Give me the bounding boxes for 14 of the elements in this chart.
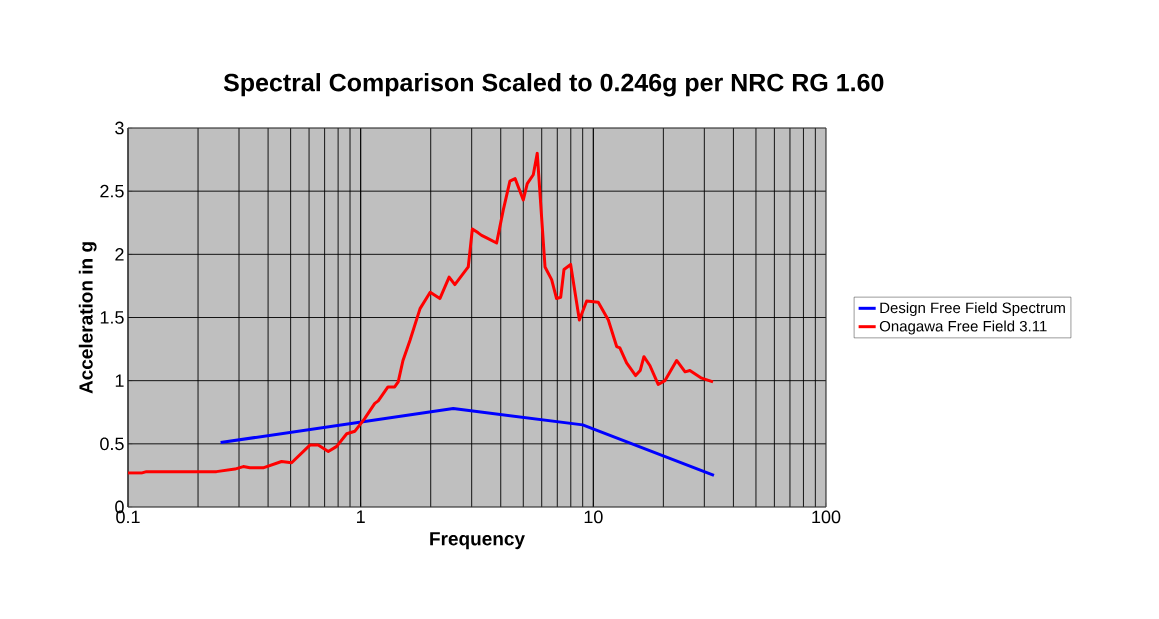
y-tick-label: 1 — [115, 374, 124, 387]
legend-label: Design Free Field Spectrum — [880, 302, 1065, 317]
y-tick-label: 2.5 — [100, 184, 124, 198]
x-tick-label: 10 — [584, 510, 603, 524]
legend-label: Onagawa Free Field 3.11 — [879, 320, 1047, 335]
x-tick-label: 100 — [812, 510, 841, 524]
chart-title: Spectral Comparison Scaled to 0.246g per NRC RG 1.60 — [223, 73, 884, 97]
x-tick-label: 1 — [357, 510, 365, 523]
y-tick-label: 0.5 — [100, 437, 124, 451]
y-tick-label: 3 — [115, 121, 124, 135]
y-axis-title: Acceleration in g — [78, 242, 97, 394]
x-axis-title: Frequency — [430, 532, 525, 550]
y-tick-label: 1.5 — [100, 311, 124, 324]
y-tick-label: 2 — [115, 248, 124, 261]
